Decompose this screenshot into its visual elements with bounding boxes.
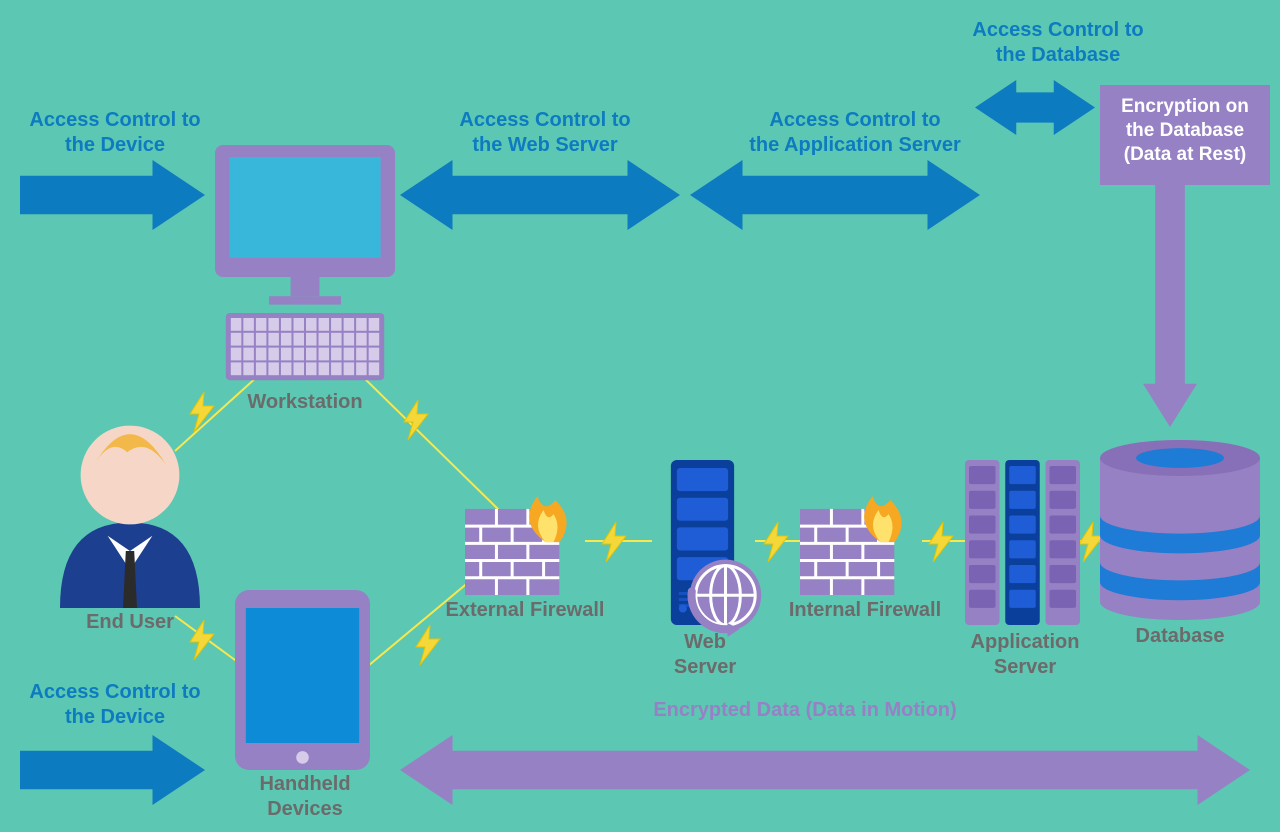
web-server-icon [645,460,760,625]
lightning-icon [598,522,630,562]
arrow-device-bottom [20,735,205,805]
end-user-icon [60,418,200,608]
lbl-device-top: Access Control tothe Device [20,108,210,158]
application-server-icon [965,460,1080,625]
lbl-workstation: Workstation [225,390,385,415]
lbl-web-server: Access Control tothe Web Server [440,108,650,158]
lightning-icon [186,620,218,660]
external-firewall-icon [465,490,580,595]
internal-firewall-icon [800,490,915,595]
handheld-icon [235,590,370,770]
lightning-icon [760,522,792,562]
lbl-ext-fw: External Firewall [440,598,610,623]
lightning-icon [925,522,957,562]
lbl-web: WebServer [650,630,760,680]
arrow-encrypted-data [400,735,1250,805]
lbl-app: ApplicationServer [960,630,1090,680]
lbl-device-bottom: Access Control tothe Device [20,680,210,730]
lbl-int-fw: Internal Firewall [780,598,950,623]
lbl-encrypted: Encrypted Data (Data in Motion) [580,698,1030,723]
arrow-app-server [690,160,980,230]
database-icon [1100,440,1260,620]
workstation-icon [215,145,395,385]
lbl-handheld: HandheldDevices [235,772,375,822]
lightning-icon [400,400,432,440]
arrow-encryption-down [1143,182,1197,427]
lbl-enduser: End User [70,610,190,635]
lbl-db: Database [1115,624,1245,649]
lbl-database: Access Control tothe Database [958,18,1158,68]
lbl-app-server: Access Control tothe Application Server [725,108,985,158]
lightning-icon [412,625,444,665]
lbl-encryption-box: Encryption onthe Database(Data at Rest) [1105,95,1265,166]
arrow-database [975,80,1095,135]
arrow-web-server [400,160,680,230]
arrow-device-top [20,160,205,230]
